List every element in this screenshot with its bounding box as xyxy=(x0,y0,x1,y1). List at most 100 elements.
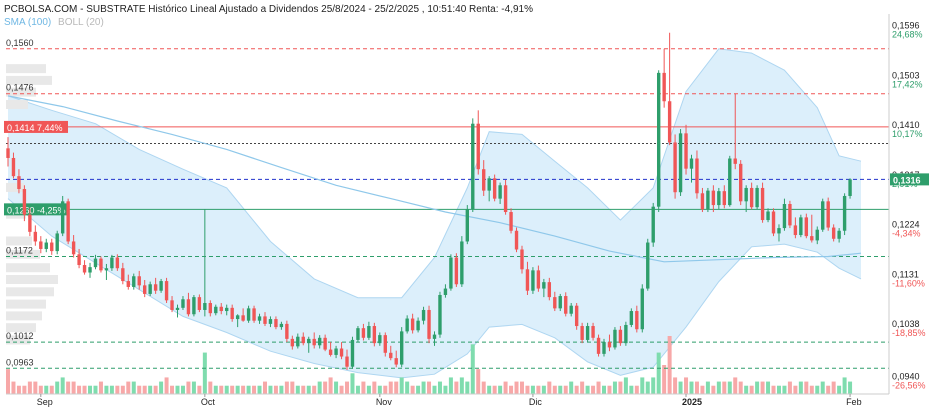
candle-body-14 xyxy=(82,265,87,273)
price-pct-5: -11,60% xyxy=(892,278,925,288)
volume-bar-17 xyxy=(98,381,103,394)
candle-body-41 xyxy=(230,307,234,320)
candle-43 xyxy=(241,308,245,322)
candle-119 xyxy=(656,70,661,213)
volume-bar-135 xyxy=(744,385,749,394)
candle-body-64 xyxy=(356,328,360,340)
candle-body-100 xyxy=(553,297,557,309)
candle-71 xyxy=(394,350,398,368)
volume-bar-69 xyxy=(383,385,388,394)
volume-bar-42 xyxy=(235,385,240,394)
candle-body-1 xyxy=(11,157,16,177)
candle-body-88 xyxy=(487,178,491,191)
candle-100 xyxy=(553,291,557,312)
candle-123 xyxy=(678,129,683,196)
candle-body-91 xyxy=(503,185,508,213)
candle-86 xyxy=(476,110,480,175)
candle-145 xyxy=(799,214,803,238)
price-pct-4: -4,34% xyxy=(892,229,921,239)
candle-33 xyxy=(186,292,191,317)
level-lines: 0,1414 7,44% 0,1260 -4,25% xyxy=(4,120,889,216)
volume-bar-66 xyxy=(366,385,371,394)
bollinger-lower-line xyxy=(7,198,862,379)
time-axis: Sep Oct Nov Dic 2025 Feb xyxy=(6,393,889,407)
sma-line xyxy=(7,95,862,263)
candle-body-150 xyxy=(826,201,830,228)
candle-59 xyxy=(328,342,333,357)
candle-6 xyxy=(39,236,43,254)
candle-body-60 xyxy=(334,348,338,355)
volume-bar-151 xyxy=(831,381,836,394)
candle-120 xyxy=(662,48,666,108)
candle-4 xyxy=(28,208,32,237)
candle-82 xyxy=(454,253,459,287)
volume-bar-61 xyxy=(339,385,344,394)
candle-1 xyxy=(11,152,16,179)
candle-body-18 xyxy=(104,268,109,271)
volume-bar-106 xyxy=(585,385,590,394)
candle-body-149 xyxy=(821,201,825,230)
volume-bar-97 xyxy=(536,385,541,394)
candle-body-131 xyxy=(722,191,726,206)
candle-93 xyxy=(514,227,519,253)
volume-bar-5 xyxy=(33,381,38,394)
price-tick-1: 0,1503 xyxy=(892,70,920,80)
chart-title: PCBOLSA.COM - SUBSTRATE Histórico Lineal… xyxy=(4,4,533,15)
volume-bar-88 xyxy=(487,385,492,394)
candle-26 xyxy=(148,281,152,297)
price-tick-2: 0,1410 xyxy=(892,120,920,130)
legend-boll[interactable]: BOLL (20) xyxy=(58,17,104,28)
candle-51 xyxy=(285,320,289,343)
volume-bar-120 xyxy=(662,365,667,394)
volume-bar-131 xyxy=(722,381,727,394)
candle-49 xyxy=(274,316,278,330)
candle-89 xyxy=(492,174,497,202)
candle-body-25 xyxy=(143,285,147,294)
volume-bar-18 xyxy=(104,385,109,394)
candle-body-12 xyxy=(71,241,76,255)
candle-body-63 xyxy=(350,339,355,367)
candle-body-77 xyxy=(427,309,431,339)
volume-bar-110 xyxy=(607,385,612,394)
candle-body-3 xyxy=(22,189,27,215)
candle-body-142 xyxy=(782,204,787,229)
volume-bar-14 xyxy=(82,385,87,394)
candle-body-43 xyxy=(241,315,245,321)
candle-64 xyxy=(356,326,360,343)
volume-bar-119 xyxy=(656,352,661,394)
volume-bar-64 xyxy=(355,385,360,394)
candle-body-62 xyxy=(345,356,349,367)
volume-bar-38 xyxy=(213,385,218,394)
candle-114 xyxy=(629,308,634,328)
candle-3 xyxy=(22,185,27,222)
candle-body-104 xyxy=(574,305,579,327)
candle-body-148 xyxy=(815,229,819,241)
candle-48 xyxy=(268,316,273,328)
candle-body-70 xyxy=(389,352,393,359)
volume-bar-70 xyxy=(388,381,393,394)
volume-bar-45 xyxy=(252,385,257,394)
candle-36 xyxy=(203,209,207,317)
volume-bar-80 xyxy=(443,385,448,394)
volume-profile-bar-1 xyxy=(6,75,52,85)
candle-65 xyxy=(361,323,366,341)
candle-body-47 xyxy=(263,316,267,324)
volume-bar-50 xyxy=(279,385,284,394)
candle-144 xyxy=(793,217,798,239)
candle-body-58 xyxy=(323,337,327,350)
candle-44 xyxy=(246,305,251,323)
volume-bar-112 xyxy=(618,381,623,394)
candle-body-34 xyxy=(192,297,196,315)
volume-bar-33 xyxy=(186,381,191,394)
candle-body-111 xyxy=(613,329,617,348)
candle-118 xyxy=(651,202,655,247)
volume-bar-68 xyxy=(377,385,382,394)
volume-profile-bar-9 xyxy=(6,275,58,284)
candle-13 xyxy=(77,248,81,269)
legend-sma[interactable]: SMA (100) xyxy=(4,17,52,28)
candle-28 xyxy=(159,278,163,293)
candle-body-23 xyxy=(132,276,136,287)
candle-22 xyxy=(126,274,130,290)
candle-140 xyxy=(771,208,776,237)
volume-bar-57 xyxy=(317,381,322,394)
